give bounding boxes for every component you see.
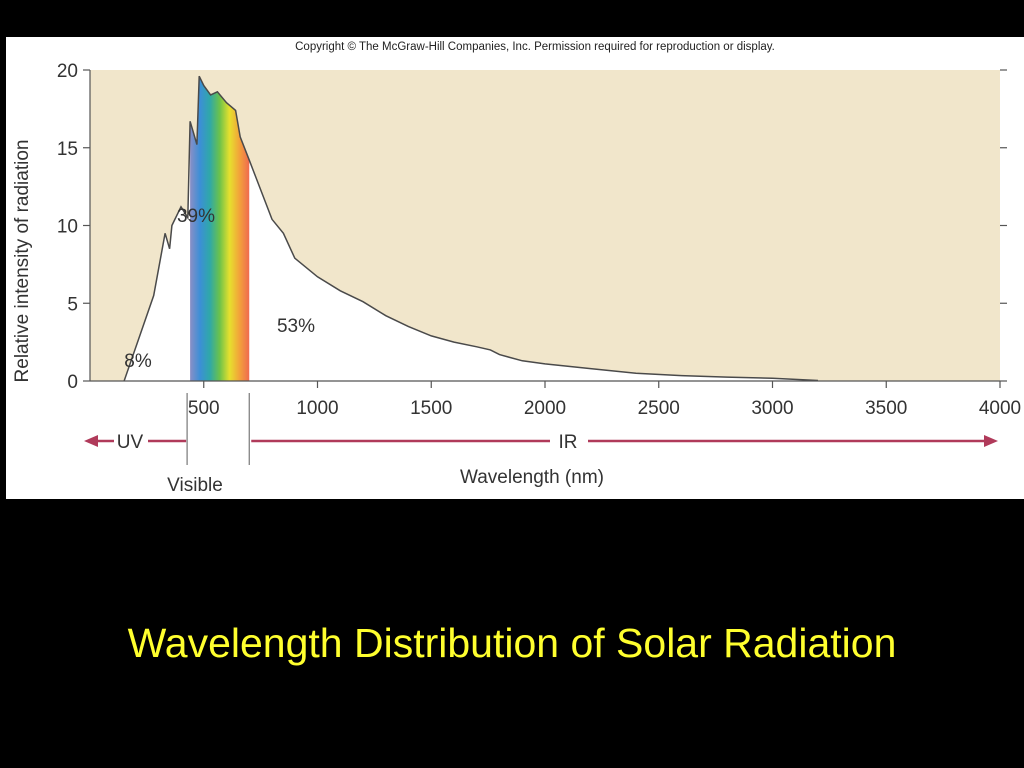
copyright-notice: Copyright © The McGraw-Hill Companies, I… xyxy=(295,41,775,53)
slide-title: Wavelength Distribution of Solar Radiati… xyxy=(127,620,897,666)
x-axis-label: Wavelength (nm) xyxy=(460,467,604,488)
y-tick-label: 15 xyxy=(57,139,78,160)
uv-label: UV xyxy=(117,432,144,453)
visible-label: Visible xyxy=(167,475,223,496)
ir-arrow-head xyxy=(984,435,998,447)
ir-percent-label: 53% xyxy=(277,316,315,337)
area-under-curve xyxy=(124,76,819,381)
visible-percent-label: 39% xyxy=(177,206,215,227)
x-tick-label: 2500 xyxy=(638,398,680,419)
solar-radiation-chart: Copyright © The McGraw-Hill Companies, I… xyxy=(12,41,1021,496)
intensity-curve xyxy=(123,75,819,382)
tick-labels: 0 5 10 15 20 500 1000 1500 2000 2500 3000 3500 4000 xyxy=(57,61,1021,419)
x-tick-label: 1000 xyxy=(296,398,338,419)
axes xyxy=(83,69,1007,388)
band-annotations xyxy=(84,393,998,465)
x-tick-label: 1500 xyxy=(410,398,452,419)
x-tick-label: 3000 xyxy=(751,398,793,419)
x-tick-label: 2000 xyxy=(524,398,566,419)
y-tick-label: 5 xyxy=(67,294,78,315)
y-axis-label: Relative intensity of radiation xyxy=(12,140,33,383)
x-tick-label: 500 xyxy=(188,398,220,419)
uv-percent-label: 8% xyxy=(124,351,152,372)
figure-panel: Copyright © The McGraw-Hill Companies, I… xyxy=(6,37,1024,499)
y-tick-label: 20 xyxy=(57,61,78,82)
y-tick-label: 0 xyxy=(67,372,78,393)
x-tick-label: 4000 xyxy=(979,398,1021,419)
uv-arrow-head xyxy=(84,435,98,447)
y-tick-label: 10 xyxy=(57,217,78,238)
x-tick-label: 3500 xyxy=(865,398,907,419)
ir-label: IR xyxy=(559,432,578,453)
